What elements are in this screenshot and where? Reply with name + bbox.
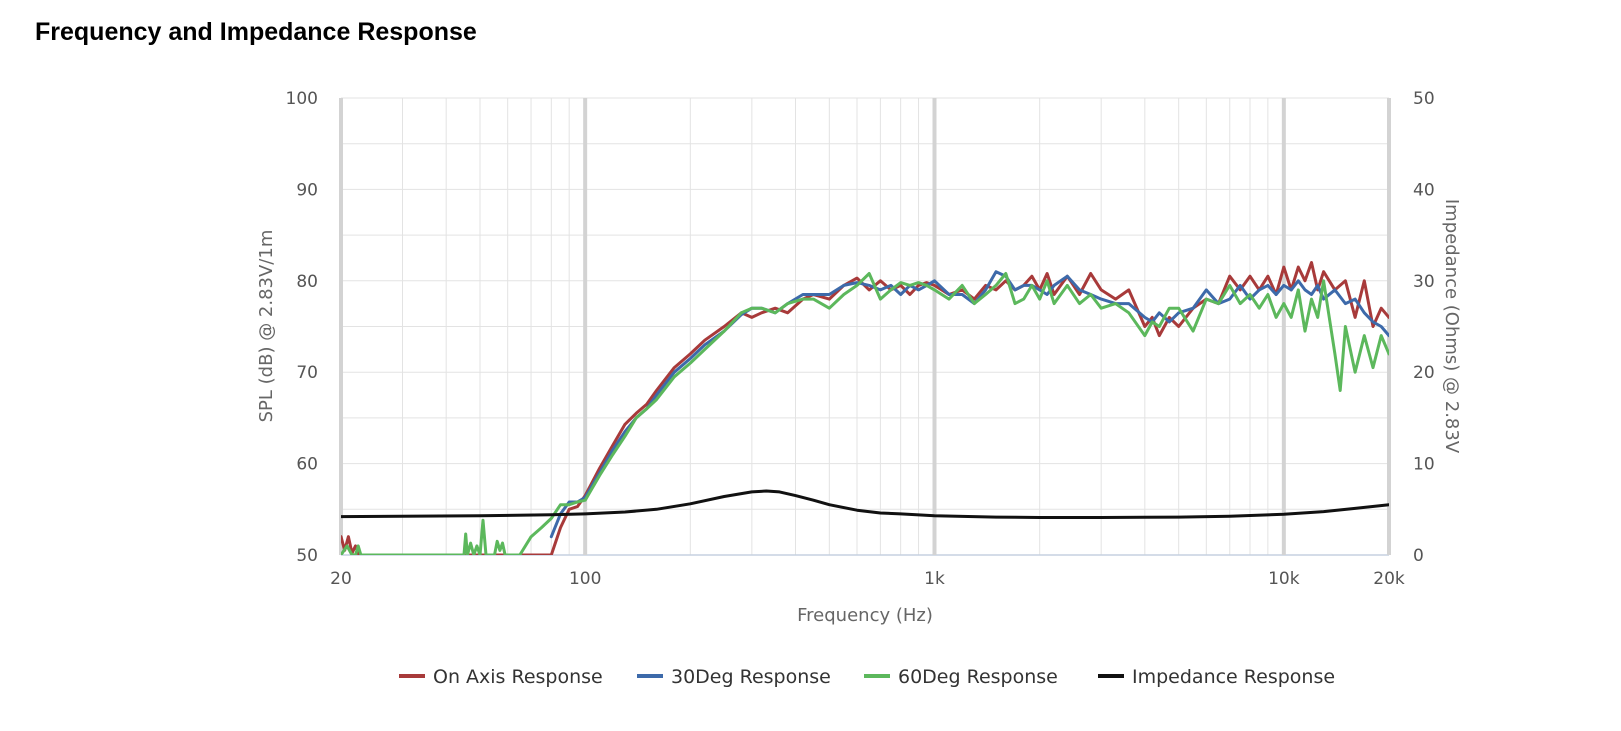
x-tick-label: 100 xyxy=(569,569,601,589)
chart-legend[interactable]: On Axis Response 30Deg Response 60Deg Resp… xyxy=(399,666,1335,688)
minor-gridlines xyxy=(340,97,1390,556)
x-tick-label: 20k xyxy=(1373,569,1405,589)
series-line-30deg-response xyxy=(549,270,1389,539)
legend-item-30deg-response[interactable]: 30Deg Response xyxy=(637,666,831,688)
legend-item-impedance-response[interactable]: Impedance Response xyxy=(1098,666,1335,688)
tick-labels: 20 100 1k 10k 20k 50 60 70 80 90 100 0 10 20 30 40 50 xyxy=(286,89,1435,589)
x-tick-label: 10k xyxy=(1268,569,1300,589)
y-tick-label: 50 xyxy=(296,546,318,566)
x-axis-title: Frequency (Hz) xyxy=(797,605,933,626)
legend-label: On Axis Response xyxy=(433,666,603,688)
y2-tick-label: 30 xyxy=(1413,272,1435,292)
series-lines xyxy=(341,261,1389,555)
y2-tick-label: 40 xyxy=(1413,180,1435,200)
series-line-impedance-response xyxy=(341,489,1389,519)
y-tick-label: 60 xyxy=(296,455,318,475)
y2-tick-label: 50 xyxy=(1413,89,1435,109)
legend-label: 60Deg Response xyxy=(898,666,1058,688)
legend-item-on-axis-response[interactable]: On Axis Response xyxy=(399,666,603,688)
legend-label: Impedance Response xyxy=(1132,666,1335,688)
x-tick-label: 1k xyxy=(924,569,945,589)
y2-tick-label: 20 xyxy=(1413,363,1435,383)
legend-label: 30Deg Response xyxy=(671,666,831,688)
y2-tick-label: 10 xyxy=(1413,455,1435,475)
y-tick-label: 90 xyxy=(296,180,318,200)
x-tick-label: 20 xyxy=(330,569,352,589)
y-tick-label: 70 xyxy=(296,363,318,383)
series-line-60deg-response xyxy=(341,272,1389,555)
y2-tick-label: 0 xyxy=(1413,546,1424,566)
page-title: Frequency and Impedance Response xyxy=(35,18,477,46)
y-tick-label: 80 xyxy=(296,272,318,292)
major-gridlines xyxy=(339,98,1391,555)
y-axis-title: SPL (dB) @ 2.83V/1m xyxy=(256,230,277,423)
y-tick-label: 100 xyxy=(286,89,318,109)
legend-item-60deg-response[interactable]: 60Deg Response xyxy=(864,666,1058,688)
y2-axis-title: Impedance (Ohms) @ 2.83V xyxy=(1441,199,1462,454)
